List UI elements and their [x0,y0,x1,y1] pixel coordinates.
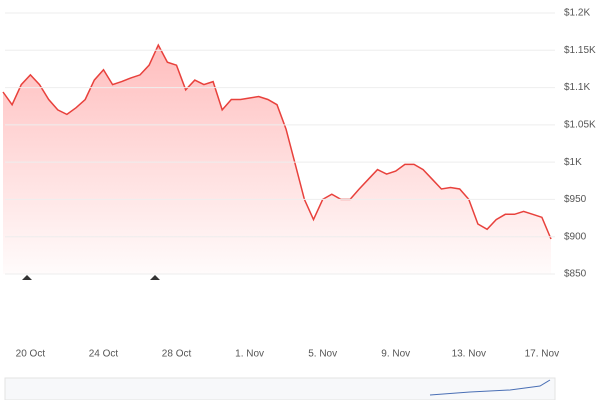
x-tick-label: 24 Oct [89,349,119,360]
y-tick-label: $1.2K [564,8,590,19]
navigator[interactable] [4,377,556,401]
event-marker[interactable] [150,275,160,280]
x-tick-label: 13. Nov [452,349,486,360]
y-tick-label: $1.1K [564,82,590,93]
y-tick-label: $1.15K [564,45,596,56]
y-tick-label: $900 [564,231,587,242]
price-line [2,43,552,240]
y-tick-label: $850 [564,269,587,280]
y-tick-label: $1K [564,157,582,168]
event-marker[interactable] [22,275,32,280]
navigator-line [429,379,551,396]
y-tick-label: $950 [564,194,587,205]
x-tick-label: 28 Oct [162,349,192,360]
x-tick-label: 1. Nov [235,349,264,360]
price-area [3,45,551,274]
x-tick-label: 5. Nov [308,349,337,360]
x-tick-label: 9. Nov [381,349,410,360]
y-tick-label: $1.05K [564,119,596,130]
x-tick-label: 17. Nov [525,349,559,360]
x-tick-label: 20 Oct [16,349,46,360]
